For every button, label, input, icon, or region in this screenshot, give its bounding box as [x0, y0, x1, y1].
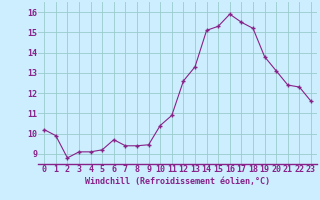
X-axis label: Windchill (Refroidissement éolien,°C): Windchill (Refroidissement éolien,°C) — [85, 177, 270, 186]
